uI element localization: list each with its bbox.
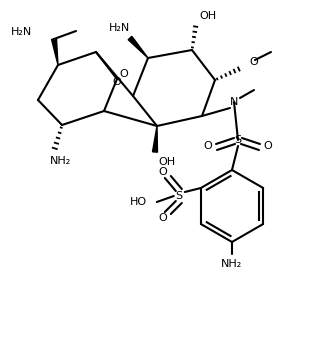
Text: NH₂: NH₂	[49, 156, 71, 166]
Text: S: S	[175, 191, 182, 201]
Text: O: O	[120, 69, 128, 79]
Text: H₂N: H₂N	[109, 23, 131, 33]
Text: O: O	[112, 77, 121, 87]
Text: H₂N: H₂N	[11, 27, 32, 37]
Text: O: O	[264, 141, 272, 151]
Polygon shape	[128, 36, 148, 58]
Text: S: S	[234, 135, 242, 145]
Text: O: O	[158, 213, 167, 223]
Text: OH: OH	[158, 157, 176, 167]
Text: O: O	[204, 141, 213, 151]
Text: NH₂: NH₂	[221, 259, 243, 269]
Text: HO: HO	[130, 197, 147, 207]
Polygon shape	[152, 126, 157, 152]
Text: OH: OH	[199, 11, 217, 21]
Text: O: O	[158, 167, 167, 177]
Text: N: N	[230, 97, 238, 107]
Polygon shape	[52, 39, 58, 65]
Text: O: O	[249, 57, 258, 67]
